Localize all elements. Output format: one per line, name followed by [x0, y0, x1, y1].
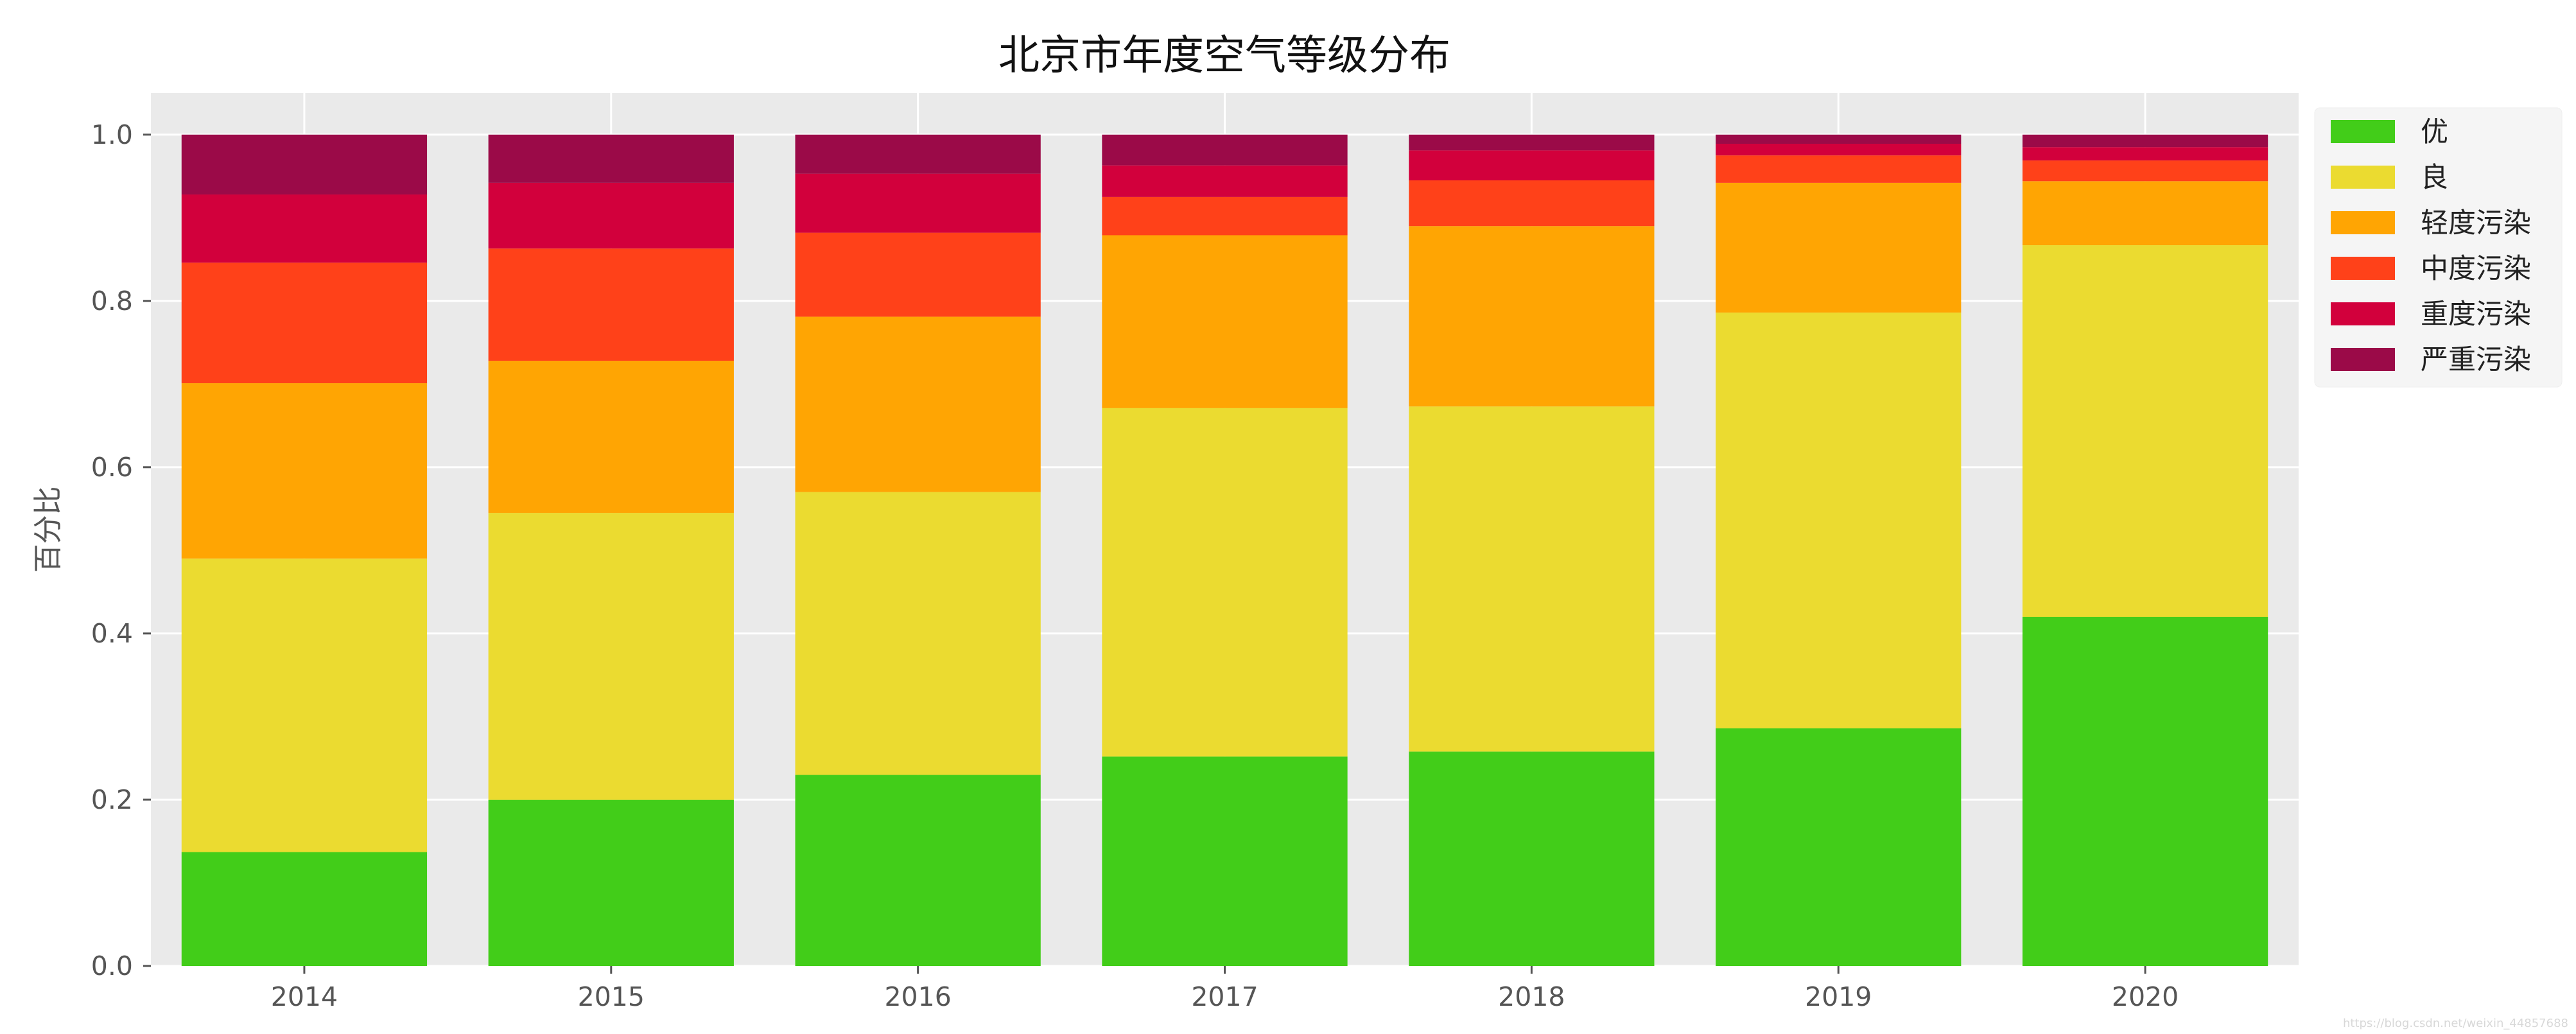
bar-2020-series-5	[2022, 134, 2268, 148]
x-tick-label: 2019	[1805, 981, 1872, 1012]
bar-2019-series-2	[1716, 182, 1962, 313]
x-tick-label: 2018	[1498, 981, 1565, 1012]
bar-2015-series-3	[488, 248, 734, 361]
bar-2018-series-5	[1409, 134, 1655, 151]
bar-2019-series-0	[1716, 728, 1962, 966]
bar-2015-series-2	[488, 361, 734, 513]
y-tick-label: 0.2	[91, 784, 133, 815]
bar-2017-series-5	[1102, 134, 1348, 166]
bar-2019-series-5	[1716, 134, 1962, 144]
x-tick-label: 2020	[2112, 981, 2179, 1012]
bar-2014-series-0	[181, 852, 428, 966]
legend-swatch	[2331, 120, 2395, 143]
bar-2017-series-2	[1102, 235, 1348, 408]
legend-swatch	[2331, 257, 2395, 280]
bar-2017-series-0	[1102, 756, 1348, 966]
bar-2019-series-3	[1716, 155, 1962, 183]
bar-2018-series-4	[1409, 150, 1655, 180]
bar-2018-series-3	[1409, 180, 1655, 227]
bar-2015-series-1	[488, 513, 734, 800]
y-tick-label: 0.6	[91, 452, 133, 483]
legend-label: 严重污染	[2421, 344, 2531, 376]
bar-2017-series-3	[1102, 196, 1348, 236]
legend-label: 良	[2421, 162, 2448, 194]
watermark-text: https://blog.csdn.net/weixin_44857688	[2343, 1017, 2568, 1030]
chart-title: 北京市年度空气等级分布	[998, 32, 1450, 80]
bar-2020-series-1	[2022, 245, 2268, 617]
bar-2015-series-5	[488, 134, 734, 183]
bar-2016-series-1	[795, 492, 1041, 775]
y-tick-label: 1.0	[91, 119, 133, 150]
legend-label: 优	[2421, 116, 2448, 148]
legend-swatch	[2331, 166, 2395, 189]
x-tick-label: 2017	[1191, 981, 1258, 1012]
bar-2019-series-1	[1716, 312, 1962, 728]
legend-label: 重度污染	[2421, 298, 2531, 331]
bar-2020-series-4	[2022, 147, 2268, 160]
bar-2015-series-4	[488, 182, 734, 249]
y-axis: 0.0 0.2 0.4 0.6 0.8 1.0	[91, 119, 151, 981]
y-tick-label: 0.4	[91, 618, 133, 649]
bar-2014-series-3	[181, 263, 428, 384]
bar-2016-series-3	[795, 232, 1041, 317]
bar-2016-series-4	[795, 173, 1041, 233]
bar-2014-series-2	[181, 383, 428, 559]
legend-swatch	[2331, 211, 2395, 234]
bar-2020-series-2	[2022, 181, 2268, 246]
bar-2015-series-0	[488, 799, 734, 966]
bars	[181, 134, 2268, 966]
y-tick-label: 0.8	[91, 286, 133, 316]
bar-2018-series-2	[1409, 226, 1655, 407]
bar-2018-series-1	[1409, 406, 1655, 752]
bar-2020-series-3	[2022, 160, 2268, 182]
bar-2016-series-2	[795, 316, 1041, 492]
y-tick-label: 0.0	[91, 951, 133, 981]
bar-2018-series-0	[1409, 751, 1655, 966]
bar-2014-series-1	[181, 558, 428, 852]
bar-2016-series-0	[795, 775, 1041, 966]
bar-2019-series-4	[1716, 144, 1962, 156]
x-tick-label: 2016	[884, 981, 951, 1012]
x-tick-label: 2015	[578, 981, 645, 1012]
x-axis: 2014 2015 2016 2017 2018 2019 2020	[271, 966, 2179, 1012]
bar-2014-series-4	[181, 194, 428, 263]
y-axis-label: 百分比	[31, 486, 65, 573]
legend-swatch	[2331, 302, 2395, 325]
bar-2017-series-1	[1102, 408, 1348, 757]
bar-2016-series-5	[795, 134, 1041, 174]
legend-swatch	[2331, 348, 2395, 371]
legend-label: 中度污染	[2421, 253, 2531, 285]
x-tick-label: 2014	[271, 981, 338, 1012]
bar-2020-series-0	[2022, 617, 2268, 966]
bar-2017-series-4	[1102, 165, 1348, 197]
bar-2014-series-5	[181, 134, 428, 195]
legend-label: 轻度污染	[2421, 207, 2531, 239]
